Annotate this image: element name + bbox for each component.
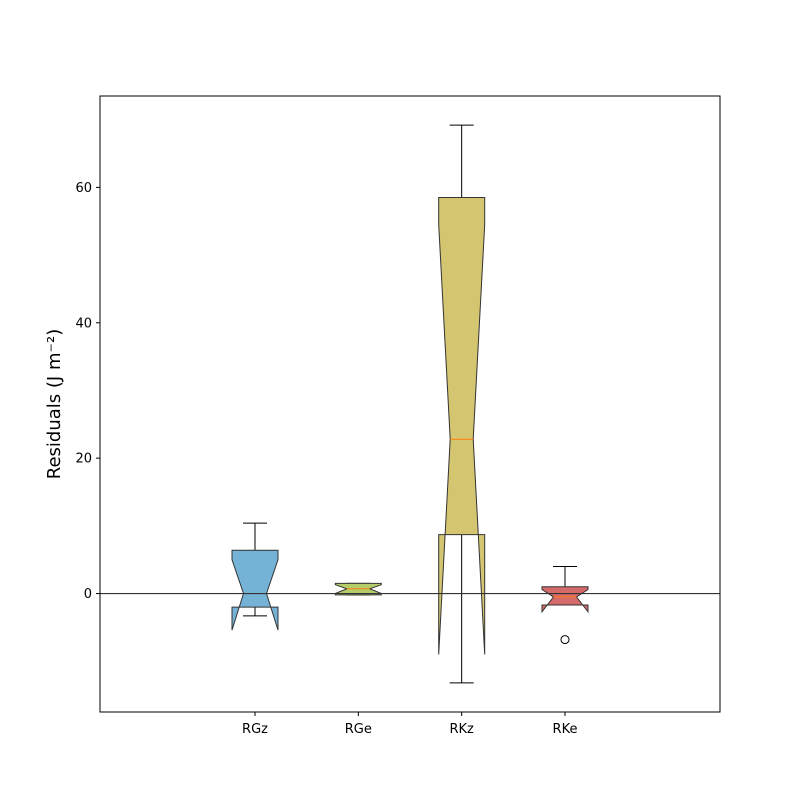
y-tick-label: 40 bbox=[75, 316, 92, 331]
y-axis-label: Residuals (J m⁻²) bbox=[44, 329, 65, 479]
x-tick-label: RGz bbox=[242, 722, 268, 737]
box-RKz bbox=[438, 197, 486, 655]
y-tick-label: 20 bbox=[75, 452, 92, 467]
y-tick-label: 60 bbox=[75, 181, 92, 196]
x-tick-label: RKz bbox=[449, 722, 474, 737]
y-tick-label: 0 bbox=[84, 587, 92, 602]
box-RGz bbox=[231, 549, 279, 631]
outlier-point bbox=[560, 635, 570, 645]
x-tick-label: RGe bbox=[345, 722, 372, 737]
box-RKe bbox=[541, 586, 589, 614]
plot-frame bbox=[99, 95, 721, 713]
x-tick-label: RKe bbox=[553, 722, 578, 737]
